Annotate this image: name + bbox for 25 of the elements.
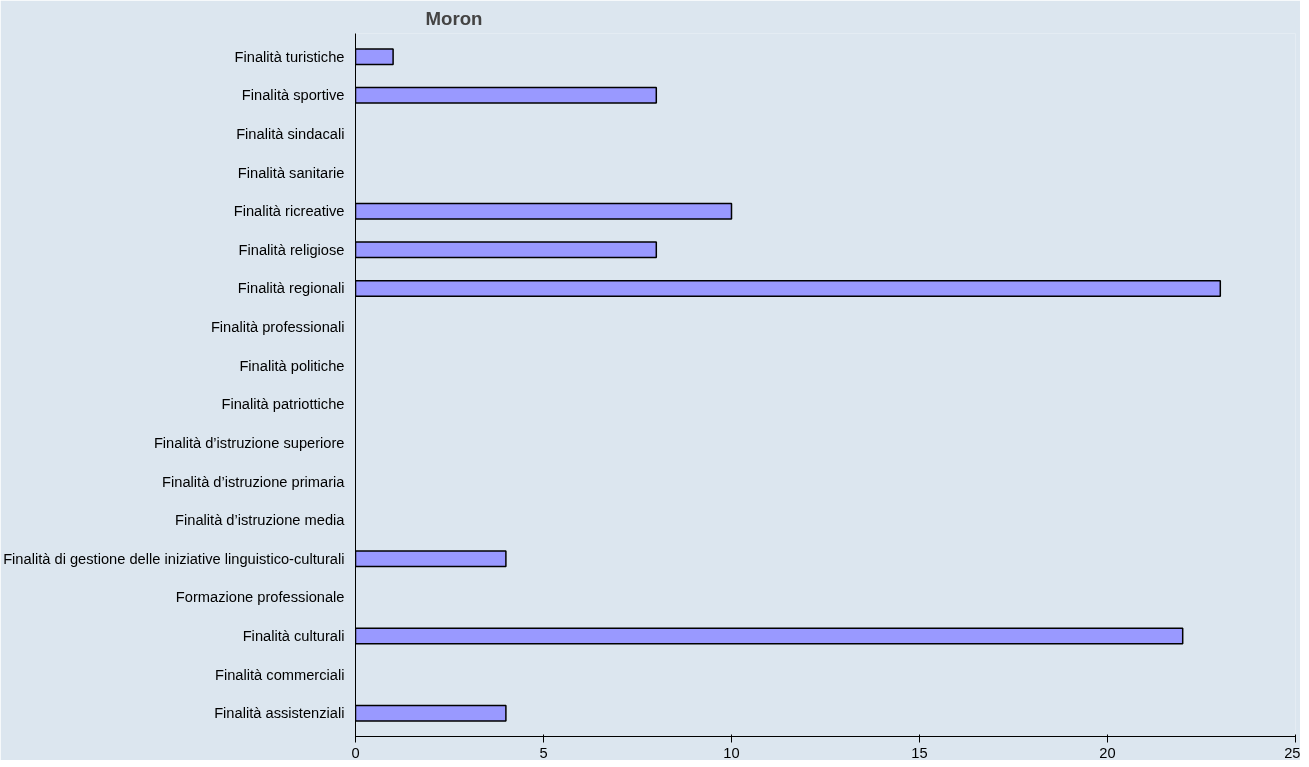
y-tick-label: Finalità turistiche (234, 48, 345, 65)
x-tick-label: 10 (723, 744, 740, 761)
y-tick-label: Finalità ricreative (233, 203, 345, 220)
y-tick-label: Finalità culturali (242, 628, 345, 645)
y-tick-label: Finalità d’istruzione superiore (153, 434, 345, 451)
chart-title: Moron (425, 7, 483, 29)
x-tick-label: 0 (351, 744, 360, 761)
y-tick-label: Formazione professionale (175, 589, 345, 606)
y-tick-label: Finalità religiose (238, 241, 345, 258)
y-tick-label: Finalità politiche (239, 357, 345, 374)
y-tick-label: Finalità patriottiche (221, 396, 345, 413)
x-tick-label: 5 (539, 744, 548, 761)
y-tick-label: Finalità commerciali (215, 666, 345, 683)
x-tick-label: 15 (911, 744, 928, 761)
y-tick-label: Finalità d’istruzione primaria (162, 473, 346, 490)
y-tick-label: Finalità sportive (241, 87, 345, 104)
y-tick-label: Finalità sindacali (236, 125, 345, 142)
y-tick-label: Finalità di gestione delle iniziative linguistico-culturali (3, 550, 345, 567)
y-tick-label: Finalità professionali (210, 319, 345, 336)
y-tick-label: Finalità d’istruzione media (175, 512, 346, 529)
x-tick-label: 20 (1099, 744, 1116, 761)
y-tick-label: Finalità regionali (237, 280, 345, 297)
y-tick-label: Finalità assistenziali (214, 705, 345, 722)
y-tick-label: Finalità sanitarie (237, 164, 345, 181)
x-tick-label: 25 (1284, 744, 1301, 761)
